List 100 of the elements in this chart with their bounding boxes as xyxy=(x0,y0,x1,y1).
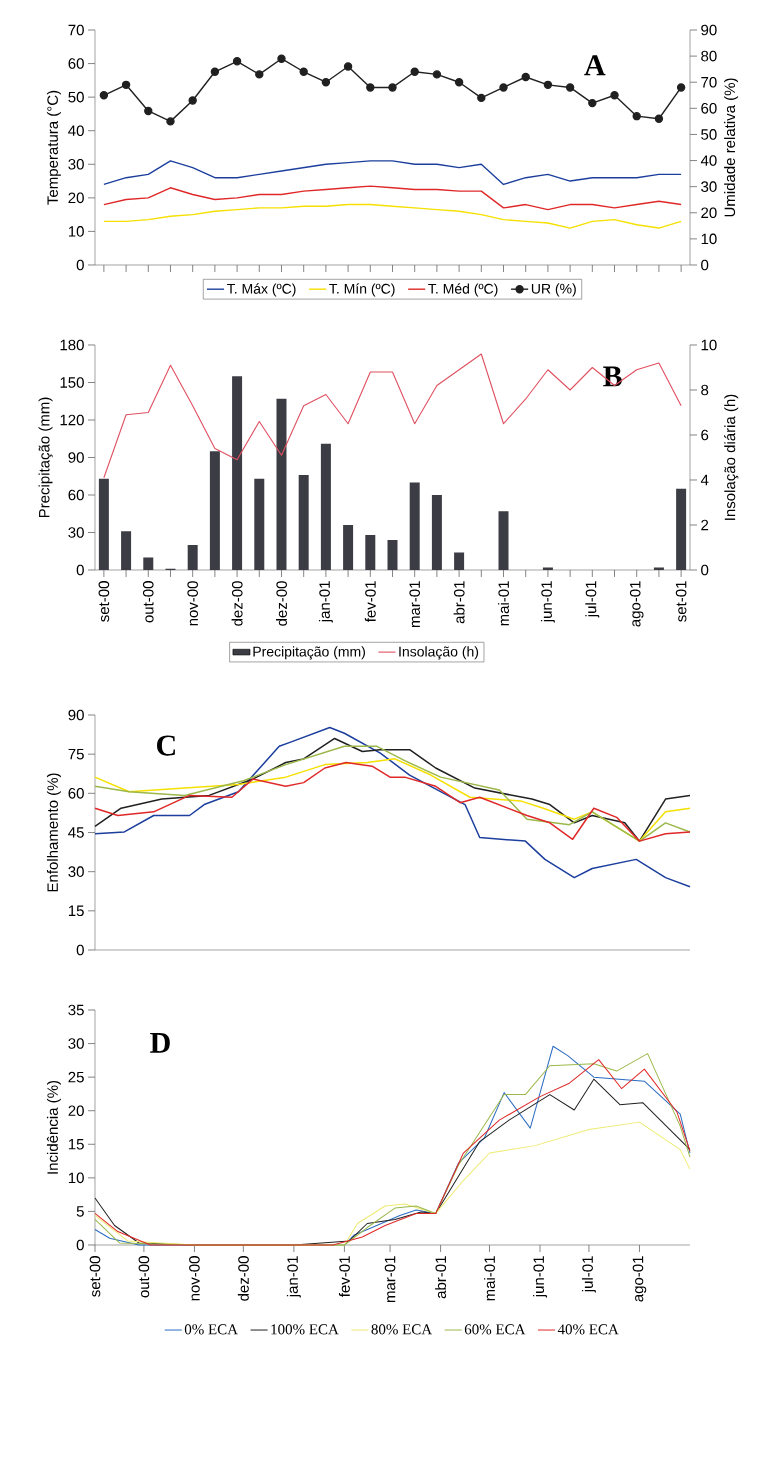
point xyxy=(410,67,419,76)
x-tick-label: mar-01 xyxy=(409,581,421,628)
y2-tick-label: 90 xyxy=(701,24,717,36)
y2-tick-label: 10 xyxy=(701,233,717,245)
bar xyxy=(254,478,265,570)
point xyxy=(121,80,131,90)
x-tick-label: mar-01 xyxy=(384,1256,396,1303)
y-tick-label: 15 xyxy=(68,905,84,917)
y2-tick-label: 2 xyxy=(701,519,709,531)
x-tick-label: nov-00 xyxy=(189,1256,200,1301)
bar xyxy=(653,567,664,570)
bar xyxy=(320,443,331,570)
x-tick-label: mai-01 xyxy=(483,1256,495,1301)
line-series xyxy=(103,185,682,211)
x-tick-label: set-01 xyxy=(675,581,687,622)
y2-tick-label: 4 xyxy=(700,474,709,486)
point xyxy=(454,78,464,87)
point xyxy=(654,114,664,123)
x-tick-label: jan-01 xyxy=(318,581,333,623)
point xyxy=(188,96,197,105)
y-tick-label: 60 xyxy=(68,788,84,799)
x-tick-label: abr-01 xyxy=(435,1256,447,1299)
bar xyxy=(209,451,220,570)
point xyxy=(477,93,486,103)
x-tick-label: jul-01 xyxy=(581,1256,596,1293)
x-tick-label: dez-00 xyxy=(231,581,243,626)
x-tick-label: dez-00 xyxy=(275,581,287,626)
legend-label: T. Máx (ºC) xyxy=(227,283,296,297)
y-tick-label: 25 xyxy=(68,1071,84,1083)
y-tick-label: 70 xyxy=(68,24,84,36)
bar xyxy=(676,488,687,570)
y-tick-label: 75 xyxy=(68,748,84,760)
bar xyxy=(187,544,198,570)
bar xyxy=(498,511,509,570)
point xyxy=(565,83,575,92)
y-tick-label: 0 xyxy=(76,259,84,271)
y-tick-label: 0 xyxy=(76,564,84,576)
bar xyxy=(542,567,553,570)
legend-label: T. Mín (ºC) xyxy=(329,283,395,297)
y-tick-label: 5 xyxy=(76,1206,84,1217)
bar xyxy=(365,534,376,570)
y-tick-label: 120 xyxy=(60,414,84,426)
y-tick-label: 90 xyxy=(68,709,84,721)
bar xyxy=(431,494,442,570)
point xyxy=(521,72,530,82)
legend-label: 0% ECA xyxy=(184,1324,238,1335)
point xyxy=(543,80,553,90)
y-tick-label: 35 xyxy=(68,1004,84,1016)
x-tick-label: jan-01 xyxy=(286,1256,301,1298)
x-tick-label: abr-01 xyxy=(453,581,465,624)
x-tick-label: nov-00 xyxy=(187,581,198,626)
y2-tick-label: 0 xyxy=(701,564,709,576)
bar xyxy=(454,552,465,570)
y-tick-label: 30 xyxy=(68,527,84,538)
y-tick-label: 60 xyxy=(68,58,84,69)
line-series xyxy=(103,203,682,229)
x-tick-label: jun-01 xyxy=(533,1256,548,1298)
y-tick-label: 60 xyxy=(68,489,84,501)
text: D xyxy=(150,1033,170,1053)
legend-label: UR (%) xyxy=(531,283,576,297)
y2-axis-title: Insolação diária (h) xyxy=(724,394,739,520)
y-tick-label: 40 xyxy=(68,125,84,137)
legend-label: T. Méd (ºC) xyxy=(428,283,498,297)
legend-label: 60% ECA xyxy=(464,1324,526,1335)
y2-tick-label: 60 xyxy=(701,103,717,114)
legend-label: 80% ECA xyxy=(371,1324,433,1335)
point xyxy=(366,83,375,92)
bar xyxy=(409,482,420,570)
y-tick-label: 180 xyxy=(60,339,84,351)
y2-tick-label: 40 xyxy=(700,155,717,166)
bar xyxy=(343,524,354,570)
y-tick-label: 30 xyxy=(68,1038,84,1049)
y2-tick-label: 30 xyxy=(701,181,717,192)
y2-tick-label: 20 xyxy=(701,207,717,219)
x-tick-label: fev-01 xyxy=(364,581,376,622)
y-tick-label: 30 xyxy=(68,158,84,170)
text: A xyxy=(584,55,606,76)
point xyxy=(232,57,242,66)
y2-tick-label: 80 xyxy=(701,50,717,62)
y2-tick-label: 6 xyxy=(701,429,709,441)
bar xyxy=(98,478,109,570)
y-tick-label: 20 xyxy=(68,1105,84,1117)
y2-axis-title: Umidade relativa (%) xyxy=(724,78,739,217)
x-tick-label: jul-01 xyxy=(585,581,600,618)
y-tick-label: 30 xyxy=(68,866,84,877)
y-tick-label: 0 xyxy=(76,1239,84,1251)
bar xyxy=(143,557,154,570)
y2-tick-label: 50 xyxy=(701,129,717,140)
bar xyxy=(276,398,287,570)
legend-label: Precipitação (mm) xyxy=(253,646,365,660)
y-axis-title: Enfolhamento (%) xyxy=(46,773,61,892)
x-tick-label: set-00 xyxy=(89,1256,101,1297)
x-tick-label: fev-01 xyxy=(338,1256,350,1297)
y2-tick-label: 0 xyxy=(701,259,709,271)
y-tick-label: 150 xyxy=(60,377,84,388)
point xyxy=(144,106,153,116)
bar xyxy=(298,474,309,570)
point xyxy=(299,67,308,76)
y-tick-label: 50 xyxy=(68,91,84,103)
text: B xyxy=(603,366,622,387)
